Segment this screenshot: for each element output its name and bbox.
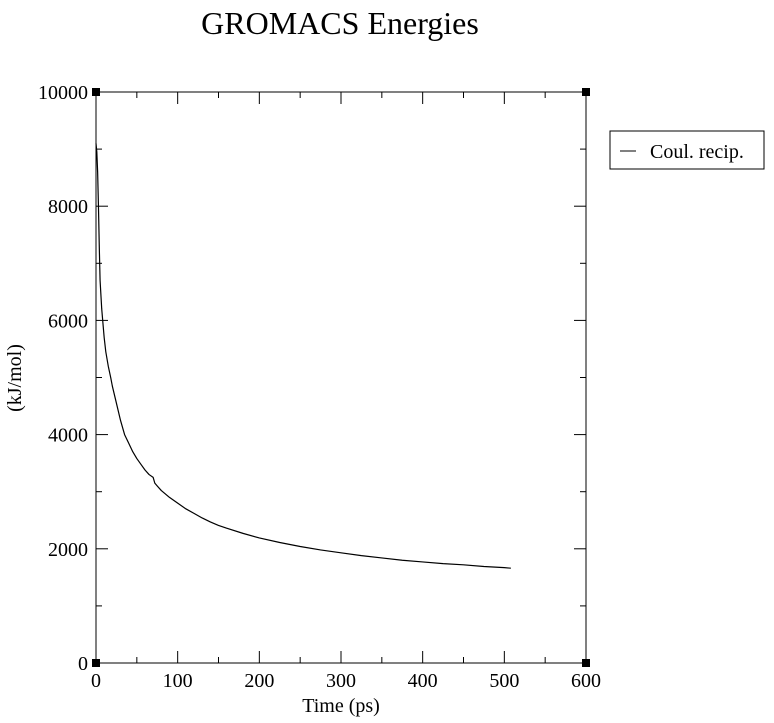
chart-title: GROMACS Energies (201, 5, 479, 41)
minor-ticks (96, 92, 586, 663)
corner-marker (92, 88, 100, 96)
corner-markers (92, 88, 590, 667)
x-tick-label: 200 (244, 670, 274, 692)
y-tick-label: 10000 (38, 82, 88, 104)
x-tick-label: 500 (489, 670, 519, 692)
y-axis-label: (kJ/mol) (4, 344, 26, 412)
series-lines (95, 143, 511, 569)
legend: Coul. recip. (609, 130, 765, 170)
plot-frame (95, 91, 587, 664)
x-tick-label: 400 (408, 670, 438, 692)
legend-entry-coul-recip: Coul. recip. (650, 141, 744, 163)
y-tick-label: 2000 (48, 539, 88, 561)
y-tick-label: 6000 (48, 310, 88, 332)
legend-box (609, 130, 765, 170)
corner-marker (92, 659, 100, 667)
x-tick-label: 300 (326, 670, 356, 692)
y-tick-label: 8000 (48, 196, 88, 218)
x-tick-label: 600 (571, 670, 601, 692)
x-tick-labels: 0 100 200 300 400 500 600 (91, 670, 601, 692)
y-tick-label: 0 (78, 653, 88, 675)
y-tick-label: 4000 (48, 425, 88, 447)
y-tick-labels: 0 2000 4000 6000 8000 10000 (38, 82, 88, 675)
x-axis-label: Time (ps) (302, 695, 380, 717)
corner-marker (582, 659, 590, 667)
x-tick-label: 0 (91, 670, 101, 692)
x-tick-label: 100 (163, 670, 193, 692)
corner-marker (582, 88, 590, 96)
series-line-0 (95, 143, 511, 569)
major-ticks (95, 91, 587, 664)
